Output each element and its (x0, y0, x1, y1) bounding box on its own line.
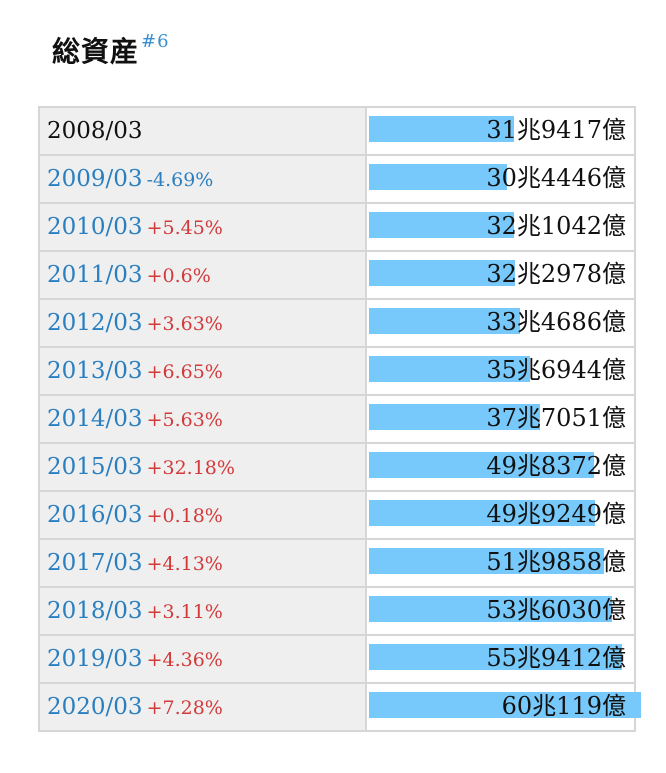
table-row: 2014/03 +5.63% 37兆7051億 (40, 396, 634, 444)
table-row: 2009/03 -4.69% 30兆4446億 (40, 156, 634, 204)
change-percent: +3.63% (146, 313, 223, 335)
amount-label: 49兆9249億 (486, 500, 626, 528)
table-row: 2010/03 +5.45% 32兆1042億 (40, 204, 634, 252)
period-cell: 2016/03 +0.18% (40, 492, 367, 540)
change-percent: +4.36% (146, 649, 223, 671)
amount-label: 31兆9417億 (486, 116, 626, 144)
value-bar (369, 548, 604, 574)
table-row: 2013/03 +6.65% 35兆6944億 (40, 348, 634, 396)
period-cell: 2017/03 +4.13% (40, 540, 367, 588)
value-bar (369, 356, 530, 382)
change-percent: +7.28% (146, 697, 223, 719)
value-bar (369, 308, 520, 334)
value-cell: 55兆9412億 (367, 636, 634, 684)
period-cell: 2008/03 (40, 108, 367, 156)
value-bar (369, 644, 622, 670)
table-row: 2017/03 +4.13% 51兆9858億 (40, 540, 634, 588)
value-bar (369, 212, 514, 238)
amount-label: 37兆7051億 (486, 404, 626, 432)
period-label: 2008/03 (47, 118, 143, 144)
amount-label: 60兆119億 (501, 692, 626, 720)
period-cell: 2011/03 +0.6% (40, 252, 367, 300)
value-cell: 37兆7051億 (367, 396, 634, 444)
value-cell: 60兆119億 (367, 684, 641, 730)
title-text: 総資産 (52, 35, 140, 68)
period-cell: 2010/03 +5.45% (40, 204, 367, 252)
change-percent: +5.63% (146, 409, 223, 431)
rank-badge[interactable]: #6 (141, 30, 170, 52)
period-cell: 2014/03 +5.63% (40, 396, 367, 444)
value-cell: 53兆6030億 (367, 588, 634, 636)
amount-label: 32兆2978億 (486, 260, 626, 288)
value-cell: 35兆6944億 (367, 348, 634, 396)
value-bar (369, 596, 612, 622)
change-percent: +4.13% (146, 553, 223, 575)
period-cell: 2020/03 +7.28% (40, 684, 367, 730)
table-row: 2008/03 31兆9417億 (40, 108, 634, 156)
table-row: 2018/03 +3.11% 53兆6030億 (40, 588, 634, 636)
table-row: 2020/03 +7.28% 60兆119億 (40, 684, 641, 730)
table-row: 2016/03 +0.18% 49兆9249億 (40, 492, 634, 540)
value-cell: 33兆4686億 (367, 300, 634, 348)
period-cell: 2015/03 +32.18% (40, 444, 367, 492)
period-label[interactable]: 2016/03 (47, 502, 143, 528)
period-label[interactable]: 2015/03 (47, 454, 143, 480)
value-bar (369, 164, 507, 190)
period-label[interactable]: 2014/03 (47, 406, 143, 432)
period-label[interactable]: 2013/03 (47, 358, 143, 384)
period-label[interactable]: 2018/03 (47, 598, 143, 624)
amount-label: 55兆9412億 (486, 644, 626, 672)
period-cell: 2009/03 -4.69% (40, 156, 367, 204)
value-cell: 32兆1042億 (367, 204, 634, 252)
period-cell: 2013/03 +6.65% (40, 348, 367, 396)
table-row: 2015/03 +32.18% 49兆8372億 (40, 444, 634, 492)
value-cell: 30兆4446億 (367, 156, 634, 204)
page-title: 総資産 #6 (52, 30, 170, 70)
period-label[interactable]: 2010/03 (47, 214, 143, 240)
period-label[interactable]: 2012/03 (47, 310, 143, 336)
change-percent: -4.69% (146, 169, 214, 191)
value-bar (369, 692, 641, 718)
amount-label: 33兆4686億 (486, 308, 626, 336)
value-bar (369, 260, 515, 286)
value-bar (369, 116, 514, 142)
value-cell: 49兆8372億 (367, 444, 634, 492)
value-bar (369, 452, 594, 478)
value-bar (369, 500, 595, 526)
value-cell: 31兆9417億 (367, 108, 634, 156)
change-percent: +6.65% (146, 361, 223, 383)
change-percent: +0.18% (146, 505, 223, 527)
table-row: 2012/03 +3.63% 33兆4686億 (40, 300, 634, 348)
amount-label: 49兆8372億 (486, 452, 626, 480)
amount-label: 30兆4446億 (486, 164, 626, 192)
amount-label: 53兆6030億 (486, 596, 626, 624)
amount-label: 32兆1042億 (486, 212, 626, 240)
period-cell: 2018/03 +3.11% (40, 588, 367, 636)
period-label[interactable]: 2019/03 (47, 646, 143, 672)
change-percent: +3.11% (146, 601, 223, 623)
period-label[interactable]: 2011/03 (47, 262, 143, 288)
total-assets-table: 2008/03 31兆9417億 2009/03 -4.69% 30兆4446億 2010… (38, 106, 641, 732)
period-label[interactable]: 2017/03 (47, 550, 143, 576)
table-row: 2019/03 +4.36% 55兆9412億 (40, 636, 634, 684)
amount-label: 51兆9858億 (486, 548, 626, 576)
period-label[interactable]: 2009/03 (47, 166, 143, 192)
value-cell: 49兆9249億 (367, 492, 634, 540)
table-body: 2008/03 31兆9417億 2009/03 -4.69% 30兆4446億 2010… (40, 108, 641, 730)
period-label[interactable]: 2020/03 (47, 694, 143, 720)
change-percent: +32.18% (146, 457, 235, 479)
value-cell: 32兆2978億 (367, 252, 634, 300)
value-cell: 51兆9858億 (367, 540, 634, 588)
amount-label: 35兆6944億 (486, 356, 626, 384)
value-bar (369, 404, 540, 430)
period-cell: 2019/03 +4.36% (40, 636, 367, 684)
table-row: 2011/03 +0.6% 32兆2978億 (40, 252, 634, 300)
change-percent: +5.45% (146, 217, 223, 239)
change-percent: +0.6% (146, 265, 211, 287)
period-cell: 2012/03 +3.63% (40, 300, 367, 348)
